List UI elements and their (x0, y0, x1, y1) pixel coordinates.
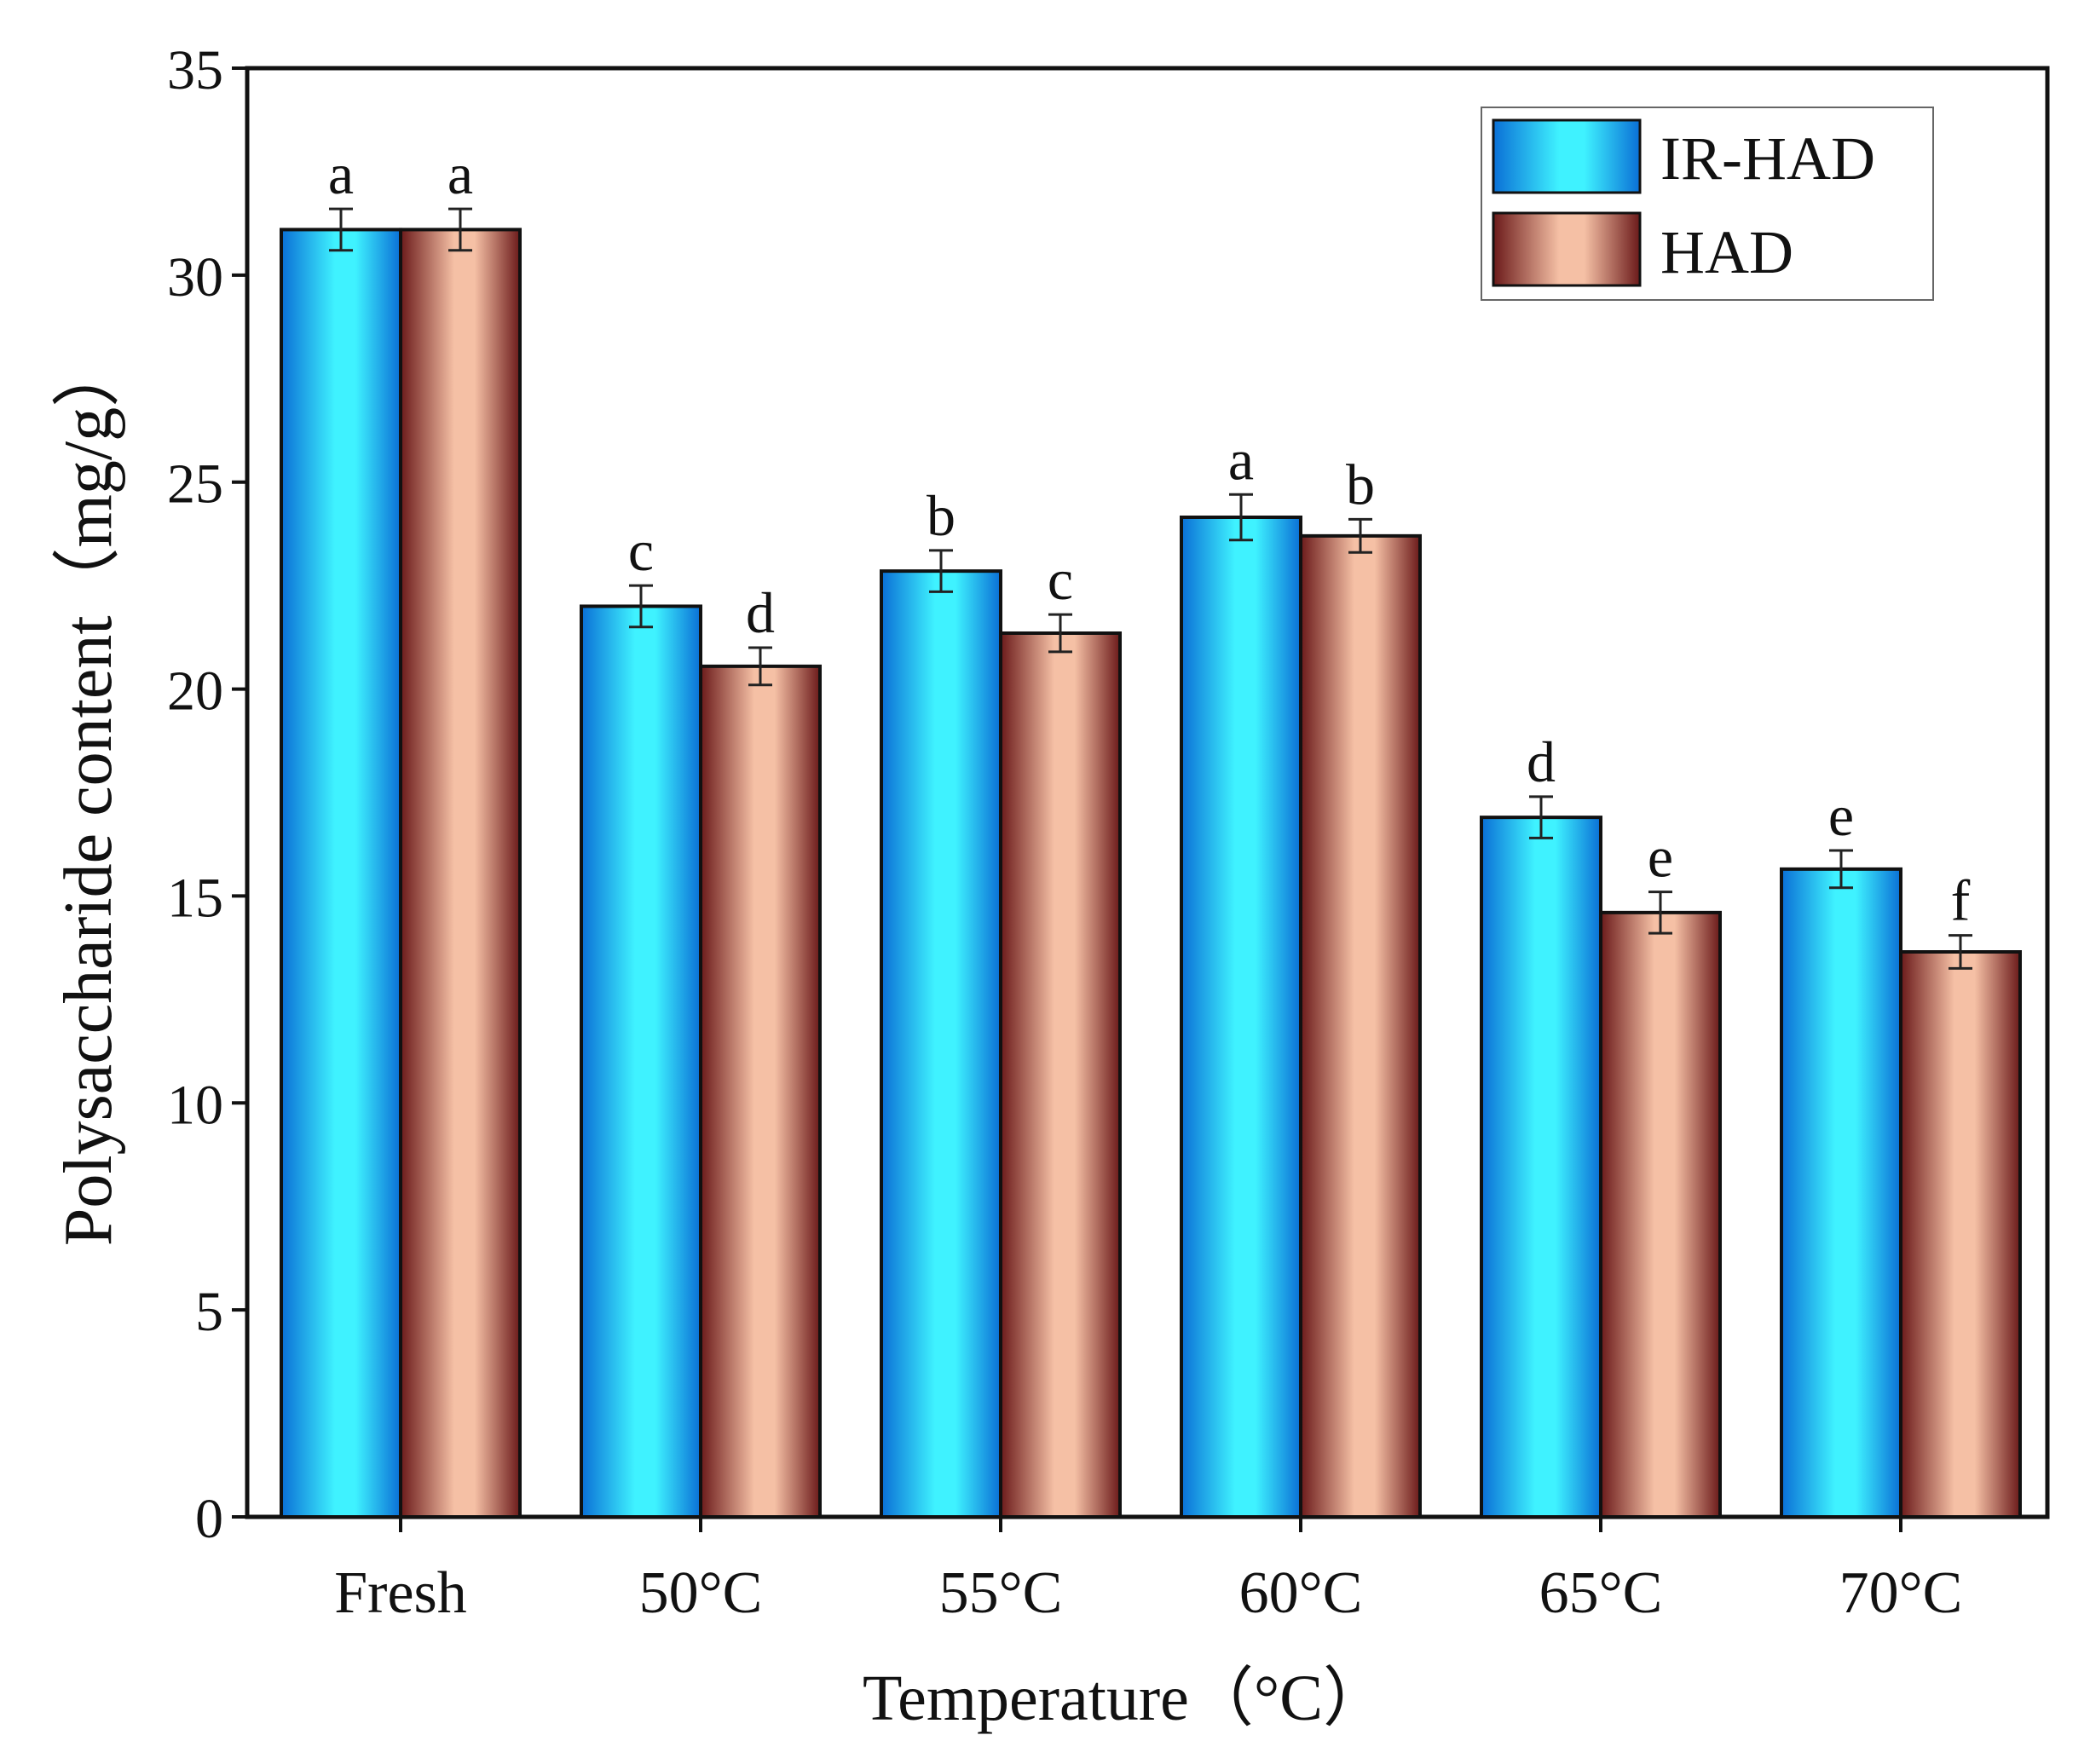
x-tick-label-fresh: Fresh (334, 1560, 467, 1626)
bar-had-55c (999, 631, 1122, 1519)
plot-area: a a c d b c a b d e e f (245, 66, 2050, 1519)
y-tick-label-35: 35 (167, 39, 223, 101)
significance-letter-ir-had-55c: b (927, 483, 956, 548)
significance-letter-ir-had-50c: c (628, 518, 654, 583)
error-bar-ir-had-65c (1529, 795, 1553, 839)
bar-had-70c (1899, 950, 2022, 1519)
error-bar-had-55c (1048, 613, 1072, 654)
bar-ir-had-50c (580, 604, 702, 1519)
x-axis-title: Temperature（°C） (863, 1663, 1388, 1734)
error-bar-had-50c (748, 646, 772, 687)
significance-letters-group: a a c d b c a b d e e f (328, 141, 1971, 932)
x-tick-label-60c: 60°C (1239, 1560, 1363, 1626)
y-axis: 0 5 10 15 20 25 30 35 (167, 39, 247, 1550)
y-tick-label-25: 25 (167, 453, 223, 516)
error-bar-ir-had-55c (929, 549, 953, 593)
x-tick-label-65c: 65°C (1539, 1560, 1663, 1626)
legend-swatch-had (1492, 211, 1642, 287)
y-tick-label-30: 30 (167, 246, 223, 308)
bar-had-65c (1599, 910, 1722, 1519)
error-bar-ir-had-fresh (329, 207, 353, 252)
bar-had-50c (699, 664, 822, 1519)
significance-letter-ir-had-65c: d (1527, 729, 1556, 794)
y-tick-label-10: 10 (167, 1074, 223, 1136)
error-bar-had-60c (1348, 517, 1372, 554)
legend-label-had: HAD (1660, 218, 1793, 286)
x-axis: Fresh 50°C 55°C 60°C 65°C 70°C (334, 1517, 1962, 1626)
bar-ir-had-60c (1180, 516, 1302, 1519)
error-bar-ir-had-50c (629, 584, 653, 629)
error-bar-had-65c (1648, 891, 1672, 935)
significance-letter-had-65c: e (1648, 825, 1673, 890)
y-tick-label-15: 15 (167, 867, 223, 929)
significance-letter-ir-had-70c: e (1828, 783, 1854, 848)
error-bar-had-fresh (448, 207, 472, 252)
error-bar-ir-had-70c (1829, 849, 1853, 890)
y-tick-label-20: 20 (167, 660, 223, 723)
significance-letter-had-60c: b (1346, 452, 1375, 516)
significance-letter-had-50c: d (746, 580, 775, 645)
y-tick-label-5: 5 (195, 1281, 223, 1343)
bars-group (280, 228, 2022, 1519)
y-axis-title: Polysaccharide content（mg/g） (51, 339, 126, 1246)
bar-ir-had-55c (880, 569, 1002, 1519)
significance-letter-ir-had-fresh: a (328, 141, 354, 206)
significance-letter-had-55c: c (1048, 547, 1073, 612)
error-bar-had-70c (1949, 934, 1972, 970)
x-tick-label-70c: 70°C (1839, 1560, 1963, 1626)
x-tick-label-55c: 55°C (939, 1560, 1063, 1626)
bar-ir-had-fresh (280, 228, 402, 1519)
bar-had-fresh (399, 228, 522, 1519)
significance-letter-ir-had-60c: a (1228, 427, 1254, 492)
legend: IR-HAD HAD (1481, 107, 1934, 301)
significance-letter-had-70c: f (1951, 868, 1971, 933)
legend-swatch-ir-had (1492, 118, 1642, 194)
error-bars-group (329, 207, 1972, 970)
y-tick-label-0: 0 (195, 1488, 223, 1550)
significance-letter-had-fresh: a (447, 141, 473, 206)
error-bar-ir-had-60c (1229, 493, 1253, 542)
plot-frame (245, 66, 2050, 1519)
bar-ir-had-70c (1780, 867, 1902, 1519)
legend-label-ir-had: IR-HAD (1660, 124, 1875, 193)
x-tick-label-50c: 50°C (639, 1560, 763, 1626)
bar-ir-had-65c (1480, 816, 1602, 1519)
bar-had-60c (1299, 533, 1422, 1519)
